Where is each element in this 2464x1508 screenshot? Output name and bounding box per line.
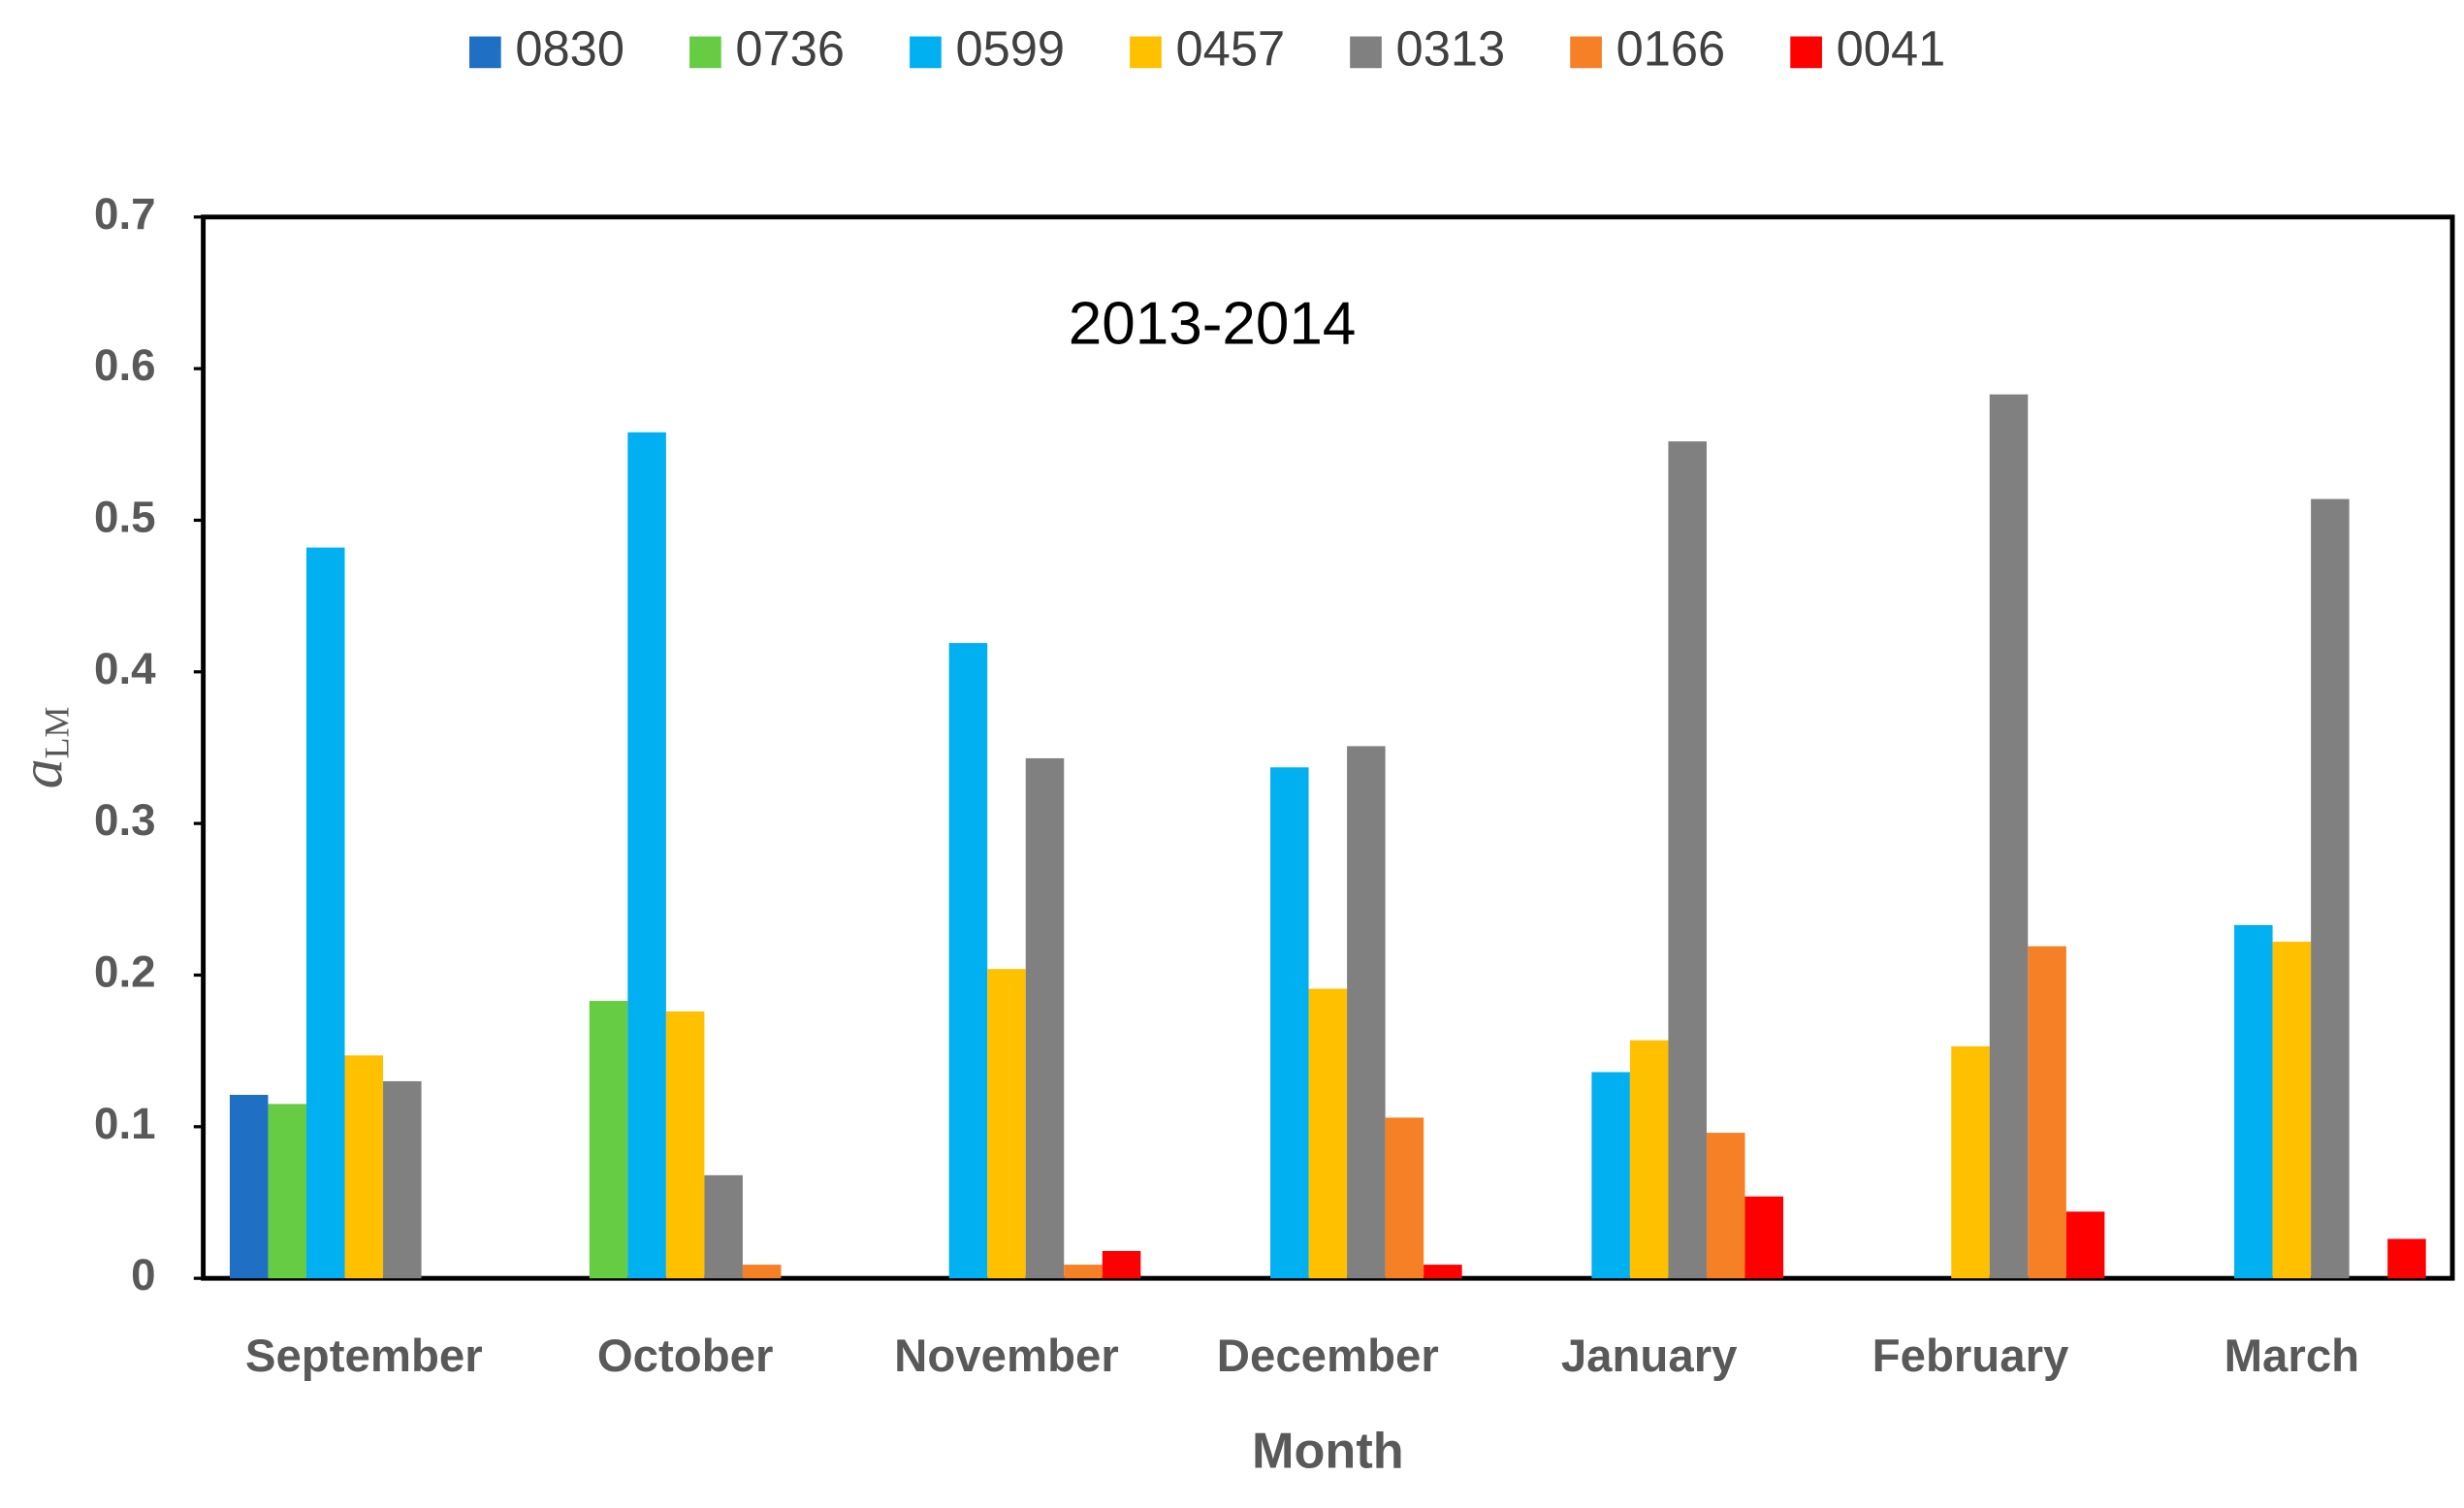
legend-swatch: [1570, 36, 1602, 69]
y-tick-label: 0.6: [94, 340, 156, 390]
bar: [1347, 746, 1386, 1279]
x-tick-label: October: [597, 1331, 774, 1382]
legend-swatch: [689, 36, 721, 69]
legend-label: 0041: [1837, 20, 1946, 76]
x-axis-title: Month: [1252, 1423, 1404, 1479]
legend-label: 0599: [955, 20, 1065, 76]
bar: [268, 1104, 306, 1279]
bar: [665, 1011, 705, 1279]
bar: [229, 1094, 269, 1279]
bar: [1064, 1265, 1103, 1279]
bar: [742, 1265, 782, 1279]
bar: [1270, 767, 1309, 1279]
annotation: 2013-2014: [1069, 291, 1357, 358]
bar: [1668, 441, 1707, 1279]
legend-label: 0457: [1176, 20, 1286, 76]
legend-item: 0457: [1130, 20, 1285, 76]
legend-swatch: [1350, 36, 1382, 69]
legend-label: 0736: [735, 20, 845, 76]
y-tick-label: 0.3: [94, 795, 156, 845]
bar: [704, 1174, 743, 1279]
x-tick-label: December: [1217, 1331, 1439, 1382]
y-axis-title-main: aLM: [10, 707, 77, 789]
bar: [2028, 946, 2066, 1279]
legend-label: 0166: [1616, 20, 1726, 76]
bar: [344, 1055, 384, 1279]
legend-label: 0313: [1396, 20, 1506, 76]
bar: [383, 1080, 422, 1279]
bar: [987, 969, 1026, 1279]
bar: [1629, 1040, 1669, 1279]
legend-item: 0313: [1350, 20, 1505, 76]
legend-item: 0599: [910, 20, 1065, 76]
y-tick-label: 0.4: [94, 644, 156, 693]
legend-label: 0830: [515, 20, 624, 76]
x-tick-label: November: [894, 1331, 1119, 1382]
bar: [2065, 1211, 2105, 1279]
bar: [2272, 942, 2312, 1279]
legend-item: 0166: [1570, 20, 1725, 76]
bar: [2387, 1238, 2426, 1279]
bar: [627, 432, 666, 1279]
y-tick-label: 0.7: [94, 189, 156, 239]
bar: [1744, 1196, 1784, 1279]
bar: [1951, 1045, 1990, 1279]
y-axis-title: aLM: [10, 707, 77, 789]
bar: [1102, 1251, 1141, 1279]
x-tick-label: September: [245, 1331, 483, 1382]
x-tick-label: March: [2224, 1331, 2360, 1382]
bar: [1424, 1265, 1462, 1279]
bar: [1989, 394, 2029, 1279]
y-tick-label: 0.5: [94, 493, 156, 542]
legend-swatch: [1130, 36, 1162, 69]
x-tick-label: February: [1872, 1331, 2069, 1382]
legend-swatch: [469, 36, 501, 69]
bar: [1591, 1072, 1630, 1279]
bar: [1706, 1133, 1745, 1279]
legend-item: 0041: [1790, 20, 1945, 76]
legend-item: 0830: [469, 20, 624, 76]
bar: [2234, 924, 2273, 1279]
y-axis-title-letter: a: [10, 758, 76, 788]
y-tick-label: 0: [131, 1250, 155, 1299]
y-tick-label: 0.2: [94, 947, 156, 997]
bar: [305, 547, 345, 1279]
bar: [948, 643, 988, 1279]
bar: [1308, 988, 1348, 1279]
bar: [2311, 498, 2350, 1279]
legend-swatch: [910, 36, 942, 69]
bar: [589, 1001, 628, 1279]
y-axis-title-subscript: LM: [38, 707, 77, 759]
bar: [1385, 1117, 1424, 1279]
bar: [1025, 757, 1065, 1279]
y-tick-label: 0.1: [94, 1099, 156, 1148]
legend-swatch: [1790, 36, 1822, 69]
legend-item: 0736: [689, 20, 845, 76]
x-tick-label: January: [1561, 1331, 1738, 1382]
